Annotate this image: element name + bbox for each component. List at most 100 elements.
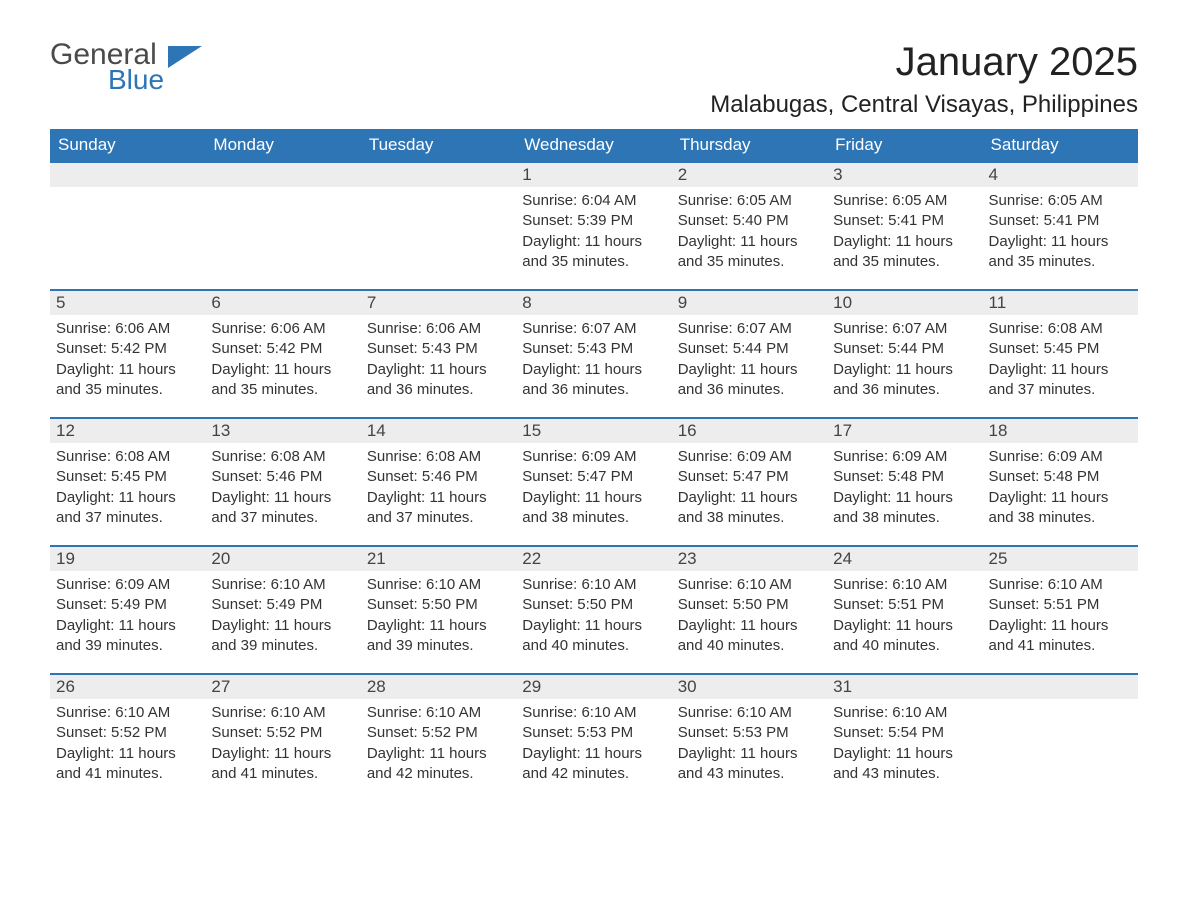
day-number: 8	[516, 291, 671, 315]
day-details: Sunrise: 6:08 AMSunset: 5:46 PMDaylight:…	[205, 443, 360, 534]
weekday-header: Friday	[827, 129, 982, 162]
calendar-cell: 11Sunrise: 6:08 AMSunset: 5:45 PMDayligh…	[983, 290, 1138, 418]
day-details: Sunrise: 6:10 AMSunset: 5:51 PMDaylight:…	[983, 571, 1138, 662]
calendar-cell: 29Sunrise: 6:10 AMSunset: 5:53 PMDayligh…	[516, 674, 671, 802]
calendar-cell: 14Sunrise: 6:08 AMSunset: 5:46 PMDayligh…	[361, 418, 516, 546]
day-number: 19	[50, 547, 205, 571]
day-number: 15	[516, 419, 671, 443]
calendar-cell: 20Sunrise: 6:10 AMSunset: 5:49 PMDayligh…	[205, 546, 360, 674]
calendar-cell: 18Sunrise: 6:09 AMSunset: 5:48 PMDayligh…	[983, 418, 1138, 546]
calendar-cell	[361, 162, 516, 290]
month-title: January 2025	[710, 40, 1138, 85]
calendar-cell: 19Sunrise: 6:09 AMSunset: 5:49 PMDayligh…	[50, 546, 205, 674]
day-number: 31	[827, 675, 982, 699]
calendar-cell	[50, 162, 205, 290]
calendar-row: 5Sunrise: 6:06 AMSunset: 5:42 PMDaylight…	[50, 290, 1138, 418]
calendar-cell: 1Sunrise: 6:04 AMSunset: 5:39 PMDaylight…	[516, 162, 671, 290]
weekday-header: Thursday	[672, 129, 827, 162]
location: Malabugas, Central Visayas, Philippines	[710, 91, 1138, 119]
weekday-header: Saturday	[983, 129, 1138, 162]
calendar-cell: 26Sunrise: 6:10 AMSunset: 5:52 PMDayligh…	[50, 674, 205, 802]
day-details: Sunrise: 6:09 AMSunset: 5:49 PMDaylight:…	[50, 571, 205, 662]
day-details: Sunrise: 6:10 AMSunset: 5:52 PMDaylight:…	[361, 699, 516, 790]
day-details: Sunrise: 6:06 AMSunset: 5:43 PMDaylight:…	[361, 315, 516, 406]
calendar-cell: 5Sunrise: 6:06 AMSunset: 5:42 PMDaylight…	[50, 290, 205, 418]
day-number: 5	[50, 291, 205, 315]
day-details: Sunrise: 6:05 AMSunset: 5:41 PMDaylight:…	[827, 187, 982, 278]
calendar-cell: 23Sunrise: 6:10 AMSunset: 5:50 PMDayligh…	[672, 546, 827, 674]
day-details: Sunrise: 6:10 AMSunset: 5:49 PMDaylight:…	[205, 571, 360, 662]
calendar-cell: 22Sunrise: 6:10 AMSunset: 5:50 PMDayligh…	[516, 546, 671, 674]
day-number: 2	[672, 163, 827, 187]
day-details: Sunrise: 6:05 AMSunset: 5:40 PMDaylight:…	[672, 187, 827, 278]
calendar-cell: 21Sunrise: 6:10 AMSunset: 5:50 PMDayligh…	[361, 546, 516, 674]
day-number: 18	[983, 419, 1138, 443]
calendar-cell	[205, 162, 360, 290]
calendar-cell: 17Sunrise: 6:09 AMSunset: 5:48 PMDayligh…	[827, 418, 982, 546]
calendar-table: Sunday Monday Tuesday Wednesday Thursday…	[50, 129, 1138, 802]
day-number: 25	[983, 547, 1138, 571]
day-number: 3	[827, 163, 982, 187]
day-details: Sunrise: 6:07 AMSunset: 5:44 PMDaylight:…	[672, 315, 827, 406]
weekday-header-row: Sunday Monday Tuesday Wednesday Thursday…	[50, 129, 1138, 162]
calendar-row: 19Sunrise: 6:09 AMSunset: 5:49 PMDayligh…	[50, 546, 1138, 674]
day-details: Sunrise: 6:10 AMSunset: 5:53 PMDaylight:…	[516, 699, 671, 790]
day-number	[361, 163, 516, 187]
day-number: 16	[672, 419, 827, 443]
calendar-cell: 27Sunrise: 6:10 AMSunset: 5:52 PMDayligh…	[205, 674, 360, 802]
calendar-cell: 8Sunrise: 6:07 AMSunset: 5:43 PMDaylight…	[516, 290, 671, 418]
day-details: Sunrise: 6:10 AMSunset: 5:54 PMDaylight:…	[827, 699, 982, 790]
day-details: Sunrise: 6:04 AMSunset: 5:39 PMDaylight:…	[516, 187, 671, 278]
title-block: January 2025 Malabugas, Central Visayas,…	[710, 40, 1138, 129]
day-details: Sunrise: 6:10 AMSunset: 5:52 PMDaylight:…	[205, 699, 360, 790]
weekday-header: Sunday	[50, 129, 205, 162]
day-number: 10	[827, 291, 982, 315]
day-number: 13	[205, 419, 360, 443]
day-number: 12	[50, 419, 205, 443]
day-number: 21	[361, 547, 516, 571]
calendar-cell: 2Sunrise: 6:05 AMSunset: 5:40 PMDaylight…	[672, 162, 827, 290]
day-details: Sunrise: 6:06 AMSunset: 5:42 PMDaylight:…	[50, 315, 205, 406]
calendar-cell: 7Sunrise: 6:06 AMSunset: 5:43 PMDaylight…	[361, 290, 516, 418]
day-number: 9	[672, 291, 827, 315]
calendar-cell: 9Sunrise: 6:07 AMSunset: 5:44 PMDaylight…	[672, 290, 827, 418]
day-number: 6	[205, 291, 360, 315]
calendar-row: 26Sunrise: 6:10 AMSunset: 5:52 PMDayligh…	[50, 674, 1138, 802]
calendar-cell: 6Sunrise: 6:06 AMSunset: 5:42 PMDaylight…	[205, 290, 360, 418]
calendar-cell: 31Sunrise: 6:10 AMSunset: 5:54 PMDayligh…	[827, 674, 982, 802]
calendar-cell: 30Sunrise: 6:10 AMSunset: 5:53 PMDayligh…	[672, 674, 827, 802]
day-number: 17	[827, 419, 982, 443]
day-number	[983, 675, 1138, 699]
day-number: 23	[672, 547, 827, 571]
day-details: Sunrise: 6:10 AMSunset: 5:51 PMDaylight:…	[827, 571, 982, 662]
day-number: 22	[516, 547, 671, 571]
day-number: 4	[983, 163, 1138, 187]
day-number: 27	[205, 675, 360, 699]
calendar-cell: 28Sunrise: 6:10 AMSunset: 5:52 PMDayligh…	[361, 674, 516, 802]
day-details: Sunrise: 6:09 AMSunset: 5:47 PMDaylight:…	[672, 443, 827, 534]
calendar-row: 1Sunrise: 6:04 AMSunset: 5:39 PMDaylight…	[50, 162, 1138, 290]
day-details: Sunrise: 6:07 AMSunset: 5:43 PMDaylight:…	[516, 315, 671, 406]
day-number: 30	[672, 675, 827, 699]
day-details: Sunrise: 6:09 AMSunset: 5:47 PMDaylight:…	[516, 443, 671, 534]
day-details: Sunrise: 6:10 AMSunset: 5:53 PMDaylight:…	[672, 699, 827, 790]
calendar-cell: 16Sunrise: 6:09 AMSunset: 5:47 PMDayligh…	[672, 418, 827, 546]
day-details: Sunrise: 6:10 AMSunset: 5:50 PMDaylight:…	[361, 571, 516, 662]
day-number: 28	[361, 675, 516, 699]
day-details: Sunrise: 6:10 AMSunset: 5:50 PMDaylight:…	[672, 571, 827, 662]
calendar-cell: 12Sunrise: 6:08 AMSunset: 5:45 PMDayligh…	[50, 418, 205, 546]
logo: General Blue	[50, 40, 202, 94]
day-details: Sunrise: 6:06 AMSunset: 5:42 PMDaylight:…	[205, 315, 360, 406]
calendar-row: 12Sunrise: 6:08 AMSunset: 5:45 PMDayligh…	[50, 418, 1138, 546]
day-details: Sunrise: 6:09 AMSunset: 5:48 PMDaylight:…	[983, 443, 1138, 534]
calendar-cell: 25Sunrise: 6:10 AMSunset: 5:51 PMDayligh…	[983, 546, 1138, 674]
weekday-header: Monday	[205, 129, 360, 162]
day-number: 26	[50, 675, 205, 699]
day-details: Sunrise: 6:08 AMSunset: 5:45 PMDaylight:…	[983, 315, 1138, 406]
day-number: 29	[516, 675, 671, 699]
day-number: 11	[983, 291, 1138, 315]
weekday-header: Tuesday	[361, 129, 516, 162]
day-details: Sunrise: 6:09 AMSunset: 5:48 PMDaylight:…	[827, 443, 982, 534]
day-number: 1	[516, 163, 671, 187]
calendar-body: 1Sunrise: 6:04 AMSunset: 5:39 PMDaylight…	[50, 162, 1138, 802]
